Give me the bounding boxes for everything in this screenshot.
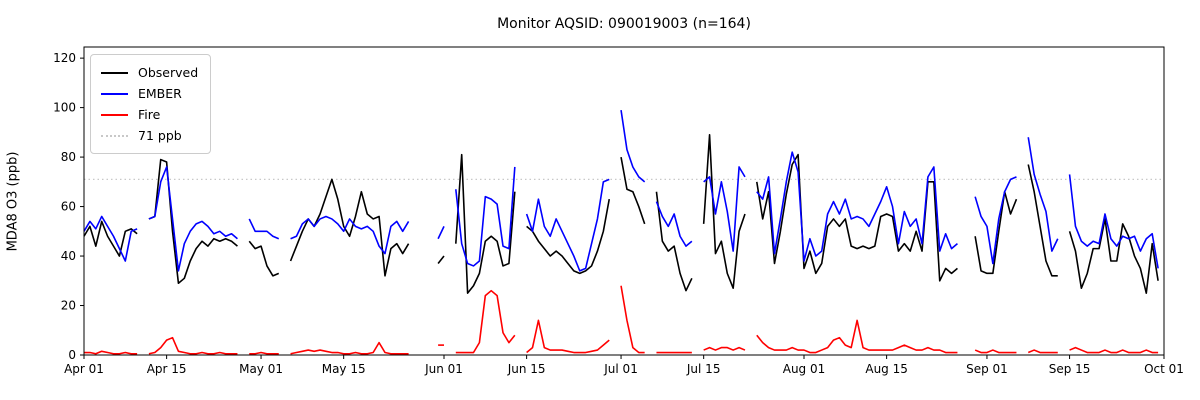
ember-line (620, 109, 646, 183)
threshold-line-sample (101, 134, 128, 137)
ember-line-sample (101, 92, 128, 95)
legend-item-ember: EMBER (101, 83, 198, 104)
x-tick-label: Jul 01 (603, 362, 638, 376)
fire-line (620, 285, 645, 354)
fire-line (290, 341, 409, 355)
fire-line (249, 351, 279, 355)
observed-line (148, 158, 238, 285)
ember-line (655, 201, 693, 247)
ember-line (290, 215, 410, 255)
x-tick-label: Apr 15 (147, 362, 187, 376)
observed-line (526, 199, 611, 275)
ember-line (148, 166, 238, 272)
fire-line (1069, 346, 1159, 354)
x-tick-label: Sep 15 (1049, 362, 1091, 376)
x-tick-label: May 15 (322, 362, 366, 376)
x-tick-label: Aug 01 (783, 362, 826, 376)
ember-line (974, 176, 1017, 265)
chart-title: Monitor AQSID: 090019003 (n=164) (497, 16, 751, 32)
x-tick-label: Jun 15 (507, 362, 546, 376)
y-tick-label: 40 (61, 249, 76, 263)
observed-line (702, 134, 746, 290)
ember-line (1068, 174, 1159, 269)
observed-line (620, 156, 646, 225)
x-tick-label: Sep 01 (966, 362, 1008, 376)
observed-line (437, 255, 445, 264)
x-tick-label: Apr 01 (64, 362, 104, 376)
observed-line (248, 240, 280, 277)
ember-line (455, 166, 516, 267)
legend-item-threshold: 71 ppb (101, 125, 198, 146)
x-tick-label: May 01 (239, 362, 283, 376)
ember-line (437, 226, 445, 240)
y-tick-label: 120 (53, 51, 76, 65)
observed-line (974, 190, 1018, 275)
observed-line (655, 191, 693, 292)
observed-line (1027, 164, 1058, 277)
legend-label-fire: Fire (138, 107, 161, 122)
fire-line (455, 289, 516, 354)
fire-line (526, 319, 610, 354)
observed-line (455, 153, 516, 294)
y-tick-label: 0 (68, 348, 76, 362)
legend: Observed EMBER Fire 71 ppb (90, 54, 212, 154)
x-tick-label: Jun 01 (424, 362, 463, 376)
observed-line (1068, 218, 1159, 294)
ember-line (703, 166, 746, 252)
ember-line (756, 151, 958, 262)
observed-line (83, 220, 138, 257)
fire-line (84, 350, 138, 355)
fire-line (703, 346, 746, 351)
y-tick-label: 60 (61, 200, 76, 214)
plot-border (83, 46, 1165, 356)
legend-label-ember: EMBER (138, 86, 182, 101)
fire-line (756, 319, 958, 354)
legend-label-observed: Observed (138, 65, 199, 80)
y-axis-label: MDA8 O3 (ppb) (5, 151, 21, 252)
x-tick-label: Aug 15 (865, 362, 908, 376)
ember-line (525, 178, 610, 272)
fire-line (148, 336, 238, 355)
x-tick-label: Oct 01 (1144, 362, 1184, 376)
fire-line (974, 349, 1017, 354)
ember-line (248, 218, 280, 240)
y-tick-label: 20 (61, 299, 76, 313)
y-tick-label: 100 (53, 101, 76, 115)
x-tick-label: Jul 15 (686, 362, 721, 376)
fire-line-sample (101, 113, 128, 116)
y-tick-label: 80 (61, 150, 76, 164)
observed-line-sample (101, 71, 128, 74)
legend-item-fire: Fire (101, 104, 198, 125)
fire-line (1027, 349, 1058, 354)
legend-item-observed: Observed (101, 62, 198, 83)
legend-label-threshold: 71 ppb (138, 128, 182, 143)
ember-line (1027, 137, 1059, 252)
observed-line (755, 153, 958, 282)
ember-line (83, 215, 138, 262)
